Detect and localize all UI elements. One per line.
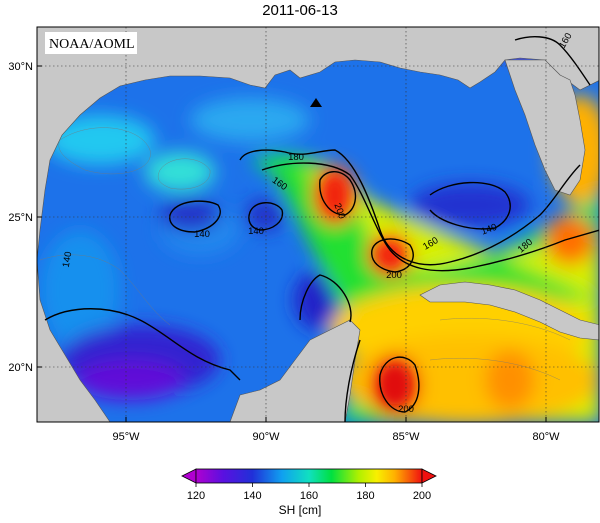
contour-200-south [379, 356, 420, 413]
lon-label: 80°W [532, 431, 560, 443]
contour-label: 140 [61, 251, 75, 269]
contour-140-west-b [248, 202, 284, 231]
yucatan [229, 319, 361, 422]
colorbar-tick: 200 [413, 490, 431, 502]
colorbar-tick: 120 [187, 490, 205, 502]
colorbar-right-arrow [421, 468, 437, 484]
contour-label: 200 [398, 404, 414, 415]
lat-label: 30°N [8, 61, 33, 73]
colorbar-left-arrow [181, 468, 197, 484]
contour-label: 200 [386, 270, 402, 281]
lon-label: 90°W [252, 431, 280, 443]
colorbar-tick: 180 [356, 490, 374, 502]
contour-180-south [344, 339, 361, 422]
contour-180-main [261, 162, 599, 272]
colorbar-tick: 140 [243, 490, 261, 502]
map-title: 2011-06-13 [262, 2, 338, 19]
lat-label: 25°N [8, 212, 33, 224]
contour-200-mid [371, 238, 414, 273]
contours [44, 36, 599, 422]
lon-label: 85°W [392, 431, 420, 443]
contour-label: 140 [194, 229, 210, 240]
contour-160-main [239, 149, 581, 266]
contour-140-yucatan [299, 274, 352, 323]
contour-140-south [44, 308, 241, 381]
contour-140-east [429, 181, 511, 230]
florida [504, 59, 586, 196]
contour-200-north [319, 171, 357, 216]
contour-label: 140 [248, 226, 264, 237]
contour-160-florida [514, 36, 591, 86]
contour-label: 140 [480, 222, 499, 238]
colorbar-bar [195, 468, 423, 484]
colorbar: 120 140 160 180 200 [181, 468, 437, 502]
contour-label: 180 [288, 152, 304, 163]
lon-label: 95°W [112, 431, 140, 443]
station-marker-icon [310, 98, 322, 107]
source-label: NOAA/AOML [49, 37, 135, 52]
source-label-box [45, 32, 137, 54]
contour-label: 200 [331, 202, 347, 221]
colorbar-tick: 160 [300, 490, 318, 502]
lat-label: 20°N [8, 362, 33, 374]
cuba [419, 281, 599, 341]
map-frame [36, 26, 600, 423]
colorbar-title: SH [cm] [278, 503, 322, 517]
mexico [37, 259, 111, 422]
graticule [37, 27, 599, 422]
contour-140-west-a [169, 200, 221, 233]
